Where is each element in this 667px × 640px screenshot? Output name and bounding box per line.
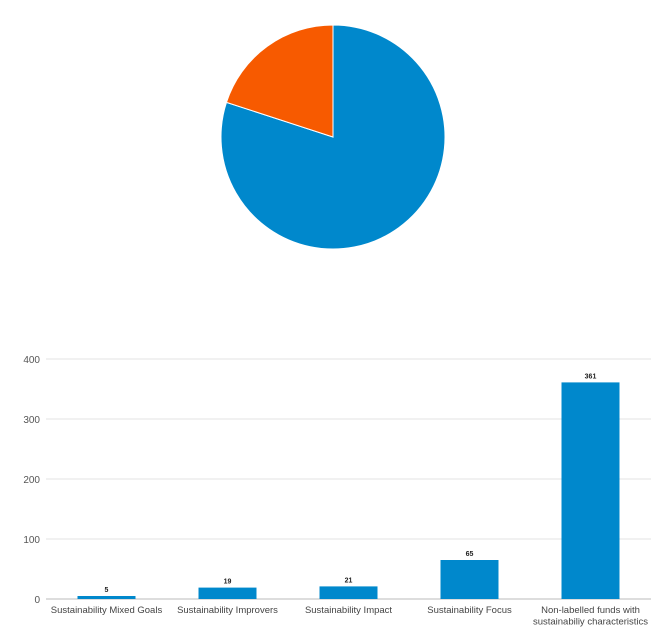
x-tick-label: Sustainability Improvers — [177, 605, 278, 616]
x-tick-label: Sustainability Focus — [427, 605, 512, 616]
bar — [561, 382, 620, 599]
data-label: 361 — [585, 373, 597, 380]
data-label: 19 — [224, 579, 232, 586]
bar — [77, 596, 136, 599]
data-label: 21 — [345, 577, 353, 584]
y-tick-label: 100 — [23, 535, 40, 546]
bar — [319, 586, 378, 599]
bar-chart: 0 100 200 300 400 5 Sustainability Mixed Goals… — [23, 355, 651, 628]
x-tick-label: Non-labelled funds with sustainabiliy cha… — [533, 605, 648, 628]
pie-slice-1 — [225, 24, 334, 138]
pie-chart — [220, 24, 446, 250]
y-tick-label: 400 — [23, 355, 40, 366]
y-tick-label: 200 — [23, 475, 40, 486]
y-tick-label: 0 — [34, 595, 40, 606]
bar — [440, 560, 499, 599]
x-tick-label: Sustainability Impact — [305, 605, 392, 616]
y-tick-label: 300 — [23, 415, 40, 426]
data-label: 5 — [105, 587, 109, 594]
x-tick-label: Sustainability Mixed Goals — [51, 605, 163, 616]
bar — [198, 587, 257, 599]
data-label: 65 — [466, 551, 474, 558]
